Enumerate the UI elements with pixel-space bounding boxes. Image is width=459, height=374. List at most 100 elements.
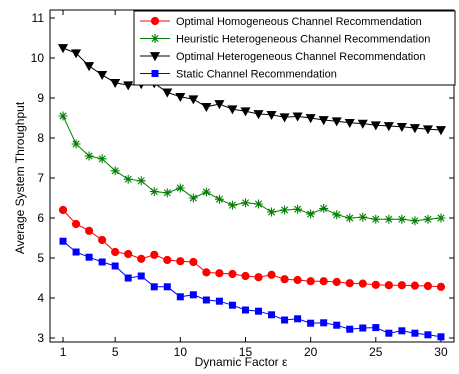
data-point — [215, 269, 224, 278]
y-tick-label: 8 — [37, 131, 44, 145]
data-point — [279, 113, 290, 123]
data-point — [84, 62, 95, 72]
legend-box — [133, 10, 456, 86]
data-point — [397, 281, 406, 290]
data-point — [59, 237, 67, 245]
x-tick-label: 30 — [434, 345, 448, 359]
legend-marker — [150, 16, 160, 26]
data-point — [255, 307, 263, 315]
data-point — [254, 273, 263, 282]
data-point — [71, 139, 81, 149]
data-point — [84, 226, 94, 235]
data-point — [241, 271, 250, 281]
data-point — [214, 100, 225, 110]
series-circle — [58, 205, 446, 291]
data-point — [163, 255, 172, 265]
data-point — [241, 306, 249, 314]
data-point — [227, 200, 237, 210]
data-point — [111, 247, 120, 257]
legend-marker — [149, 52, 161, 62]
y-axis-label: Average System Throughput — [13, 101, 27, 254]
data-point — [228, 301, 236, 309]
data-point — [72, 248, 80, 256]
data-point — [176, 257, 185, 266]
data-point — [396, 122, 407, 133]
data-point — [175, 183, 185, 193]
data-point — [410, 216, 420, 226]
data-point — [267, 207, 277, 217]
data-point — [123, 81, 134, 91]
data-point — [162, 88, 173, 98]
series-star — [58, 111, 446, 226]
data-point — [188, 95, 199, 105]
y-tick-label: 5 — [37, 251, 44, 265]
y-tick-label: 4 — [37, 291, 44, 305]
legend-label: Static Channel Recommendation — [176, 69, 337, 81]
data-point — [358, 212, 368, 222]
data-point — [371, 214, 381, 224]
data-point — [163, 283, 171, 291]
data-point — [253, 110, 264, 120]
data-point — [281, 316, 289, 324]
data-point — [371, 280, 380, 289]
data-point — [332, 277, 341, 287]
data-point — [162, 188, 172, 198]
data-point — [280, 205, 290, 215]
data-point — [332, 210, 342, 220]
legend: Optimal Homogeneous Channel Recommendati… — [133, 10, 456, 86]
y-tick-label: 11 — [32, 11, 45, 25]
data-point — [372, 324, 380, 332]
data-point — [319, 277, 328, 286]
data-point — [214, 194, 224, 204]
x-tick-label: 1 — [60, 345, 67, 359]
y-tick-label: 9 — [37, 91, 44, 105]
series-line — [62, 115, 442, 222]
data-point — [318, 116, 329, 126]
data-point — [345, 279, 354, 288]
data-point — [227, 105, 238, 115]
data-point — [436, 213, 446, 223]
data-point — [57, 44, 69, 54]
series-square — [59, 237, 445, 341]
data-point — [422, 125, 433, 135]
data-point — [97, 154, 107, 164]
data-point — [123, 174, 133, 184]
y-tick-label: 7 — [37, 171, 44, 185]
series-line — [62, 240, 442, 338]
data-point — [202, 296, 210, 304]
x-tick-label: 15 — [239, 345, 253, 359]
data-point — [320, 319, 328, 327]
data-point — [188, 193, 198, 203]
data-point — [385, 329, 393, 337]
data-point — [215, 297, 223, 305]
data-point — [423, 214, 433, 224]
x-tick-label: 10 — [174, 345, 188, 359]
data-point — [359, 324, 367, 332]
data-point — [437, 333, 445, 341]
data-point — [137, 254, 146, 263]
data-point — [240, 198, 250, 208]
data-point — [84, 151, 94, 161]
data-point — [397, 214, 407, 224]
data-point — [358, 279, 367, 288]
data-point — [435, 126, 447, 136]
data-point — [333, 321, 341, 329]
data-point — [411, 329, 419, 337]
data-point — [85, 253, 93, 261]
legend-marker — [150, 34, 160, 43]
data-point — [383, 122, 394, 132]
data-point — [398, 327, 406, 335]
series-triangle-down — [57, 44, 447, 136]
data-point — [267, 270, 276, 279]
data-point — [331, 117, 342, 127]
data-point — [201, 187, 211, 197]
data-point — [71, 49, 82, 59]
data-point — [292, 112, 303, 122]
x-tick-label: 25 — [369, 345, 383, 359]
data-point — [307, 319, 315, 327]
x-tick-label: 20 — [304, 345, 318, 359]
data-point — [384, 281, 393, 290]
data-point — [357, 119, 368, 129]
